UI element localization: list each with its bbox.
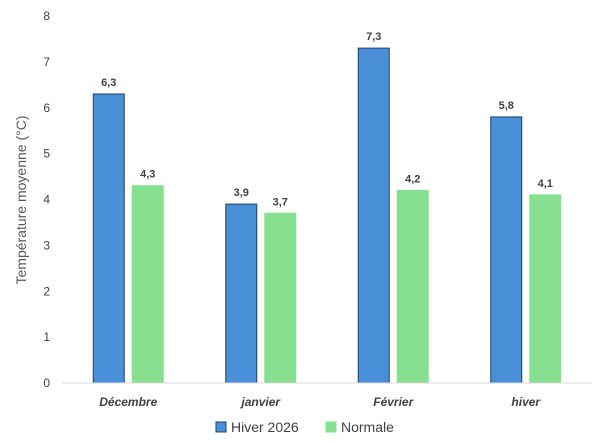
legend-swatch — [325, 421, 337, 433]
bar-normale — [396, 189, 429, 384]
data-labels: 6,3 4,3 3,9 3,7 7,3 4,2 5,8 4,1 — [101, 31, 553, 208]
y-axis-label: Température moyenne (°C) — [13, 116, 29, 285]
bar-hiver-2026 — [92, 93, 125, 384]
bar-hiver-2026 — [357, 47, 390, 384]
data-label: 4,1 — [538, 178, 553, 190]
y-tick-label: 6 — [43, 101, 50, 115]
x-axis-categories: Décembre janvier Février hiver — [99, 395, 541, 409]
y-tick-label: 3 — [43, 238, 50, 252]
y-tick-label: 0 — [43, 376, 50, 390]
y-tick-label: 7 — [43, 55, 50, 69]
data-label: 6,3 — [101, 77, 116, 89]
data-label: 4,2 — [405, 173, 420, 185]
bar-hiver-2026 — [490, 116, 523, 384]
legend: Hiver 2026 Normale — [215, 419, 394, 435]
y-axis-ticks: 0 1 2 3 4 5 6 7 8 — [43, 9, 50, 390]
data-label: 3,9 — [234, 187, 249, 199]
x-category-label: Février — [373, 395, 414, 409]
data-label: 5,8 — [499, 100, 514, 112]
y-tick-label: 5 — [43, 147, 50, 161]
bar-normale — [264, 212, 297, 384]
x-category-label: hiver — [511, 395, 541, 409]
bar-normale — [529, 194, 562, 384]
legend-swatch — [215, 421, 227, 433]
bar-marks — [92, 47, 562, 384]
data-label: 3,7 — [273, 196, 288, 208]
legend-label: Hiver 2026 — [231, 419, 299, 435]
y-tick-label: 1 — [43, 330, 50, 344]
y-tick-label: 8 — [43, 9, 50, 23]
legend-label: Normale — [341, 419, 394, 435]
bar-hiver-2026 — [225, 203, 258, 384]
bar-normale — [131, 185, 164, 384]
x-category-label: Décembre — [99, 395, 157, 409]
y-tick-label: 4 — [43, 193, 50, 207]
x-category-label: janvier — [239, 395, 281, 409]
data-label: 7,3 — [366, 31, 381, 43]
data-label: 4,3 — [140, 169, 155, 181]
y-tick-label: 2 — [43, 284, 50, 298]
